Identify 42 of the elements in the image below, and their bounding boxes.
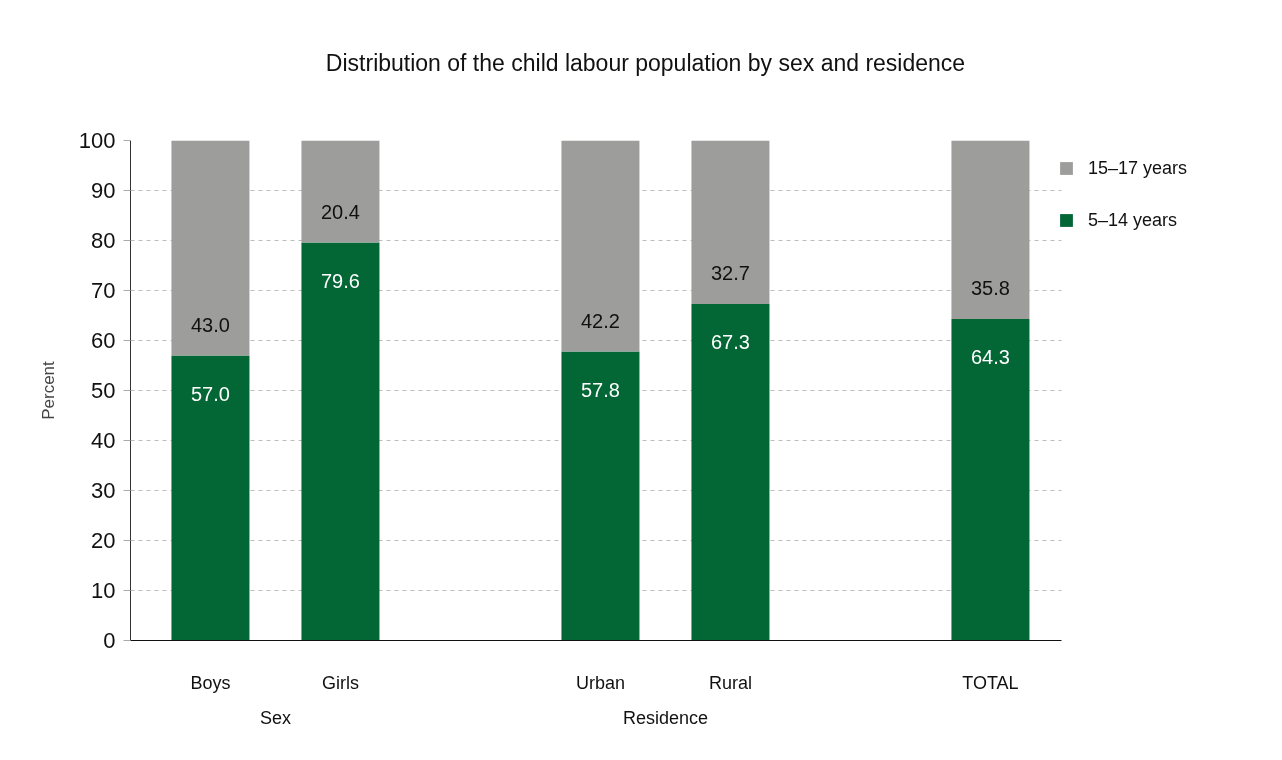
bar — [171, 355, 250, 641]
data-label: 67.3 — [710, 331, 750, 353]
x-tick-label: Urban — [575, 672, 625, 693]
x-tick-label: Girls — [321, 672, 359, 693]
data-label: 43.0 — [190, 313, 230, 336]
data-label: 57.8 — [580, 378, 620, 401]
y-tick-label: 60 — [91, 328, 116, 353]
y-tick-label: 70 — [91, 278, 116, 303]
data-label: 64.3 — [970, 346, 1010, 368]
y-tick-label: 100 — [78, 128, 116, 153]
y-tick-label: 80 — [91, 228, 116, 253]
bar — [301, 242, 380, 641]
bar — [691, 304, 770, 641]
legend-label: 15–17 years — [1087, 157, 1187, 179]
y-axis-title: Percent — [38, 360, 58, 420]
bar — [561, 351, 640, 641]
data-label: 32.7 — [710, 262, 750, 284]
text: Sex — [259, 707, 291, 728]
y-tick-label: 50 — [91, 378, 116, 403]
bar — [951, 140, 1030, 319]
x-tick-label: TOTAL — [962, 672, 1019, 693]
y-tick-label: 40 — [91, 428, 116, 453]
bar — [171, 140, 250, 356]
x-tick-label: Boys — [190, 672, 231, 693]
chart-title: Distribution of the child labour population by sex and residence — [325, 49, 966, 76]
data-label: 20.4 — [320, 200, 360, 223]
y-tick-label: 0 — [103, 628, 116, 653]
data-label: 42.2 — [580, 309, 620, 332]
legend-label: 5–14 years — [1087, 209, 1177, 231]
data-label: 57.0 — [190, 382, 230, 405]
x-tick-label: Rural — [708, 672, 752, 693]
y-tick-label: 90 — [91, 178, 116, 203]
bar — [301, 140, 380, 243]
bar — [691, 140, 770, 304]
y-tick-label: 30 — [91, 478, 116, 503]
y-tick-label: 10 — [91, 578, 116, 603]
text: Residence — [622, 707, 708, 728]
data-label: 35.8 — [970, 277, 1010, 299]
bar — [951, 319, 1030, 641]
data-label: 79.6 — [320, 269, 360, 292]
bar — [561, 140, 640, 352]
y-tick-label: 20 — [91, 528, 116, 553]
